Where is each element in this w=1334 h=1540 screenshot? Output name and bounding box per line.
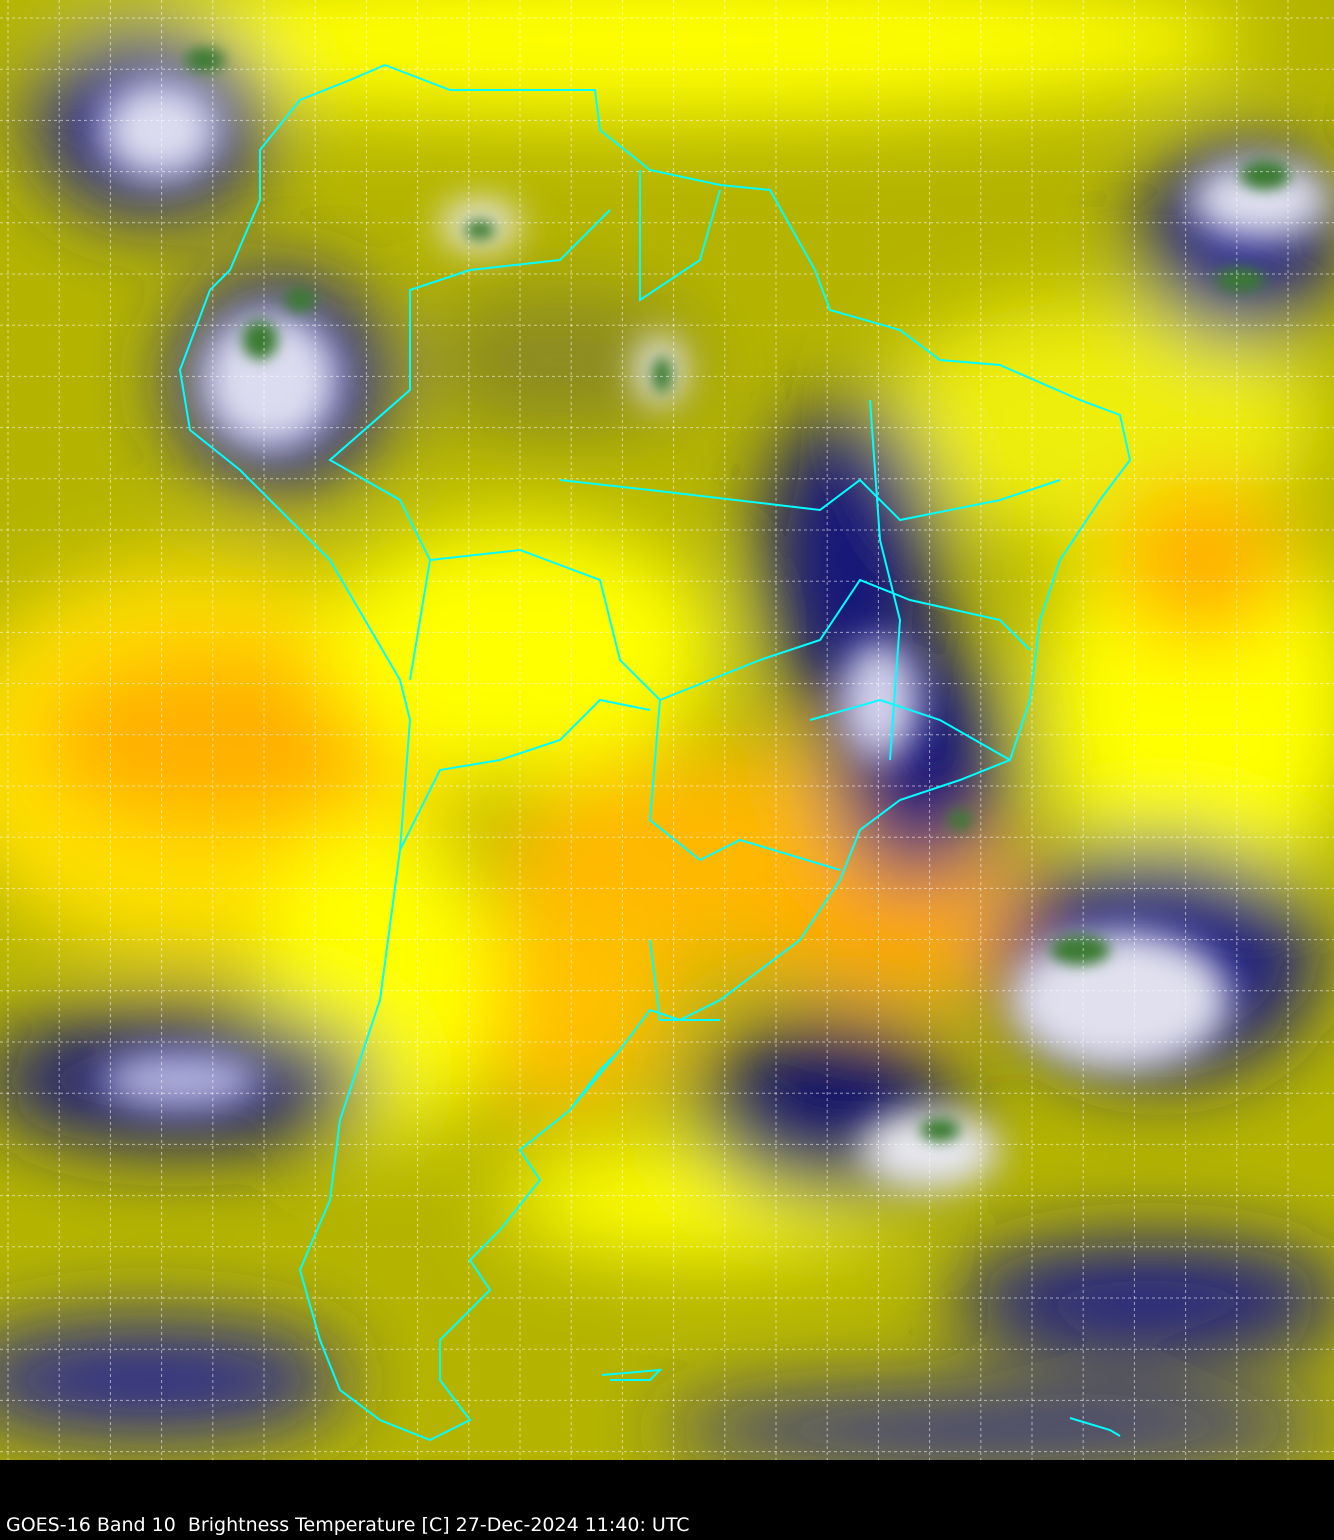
border-line [869,399,902,761]
border-line [328,209,611,681]
south-america-coastline [178,64,1132,1442]
country-borders [178,64,1132,1442]
lat-lon-grid [0,0,1334,1460]
border-line [399,698,651,851]
satellite-map [0,0,1334,1460]
moisture-layer [0,0,1334,1460]
image-caption: GOES-16 Band 10 Brightness Temperature [… [6,1514,690,1536]
border-line [809,698,1011,761]
border-line [759,578,1031,661]
border-line [1069,1417,1121,1437]
border-line [649,939,720,1021]
border-line [559,478,1061,522]
border-line [569,1049,621,1111]
border-line [639,170,721,302]
border-line [601,1368,663,1381]
border-line [648,699,841,871]
border-line [429,548,761,702]
